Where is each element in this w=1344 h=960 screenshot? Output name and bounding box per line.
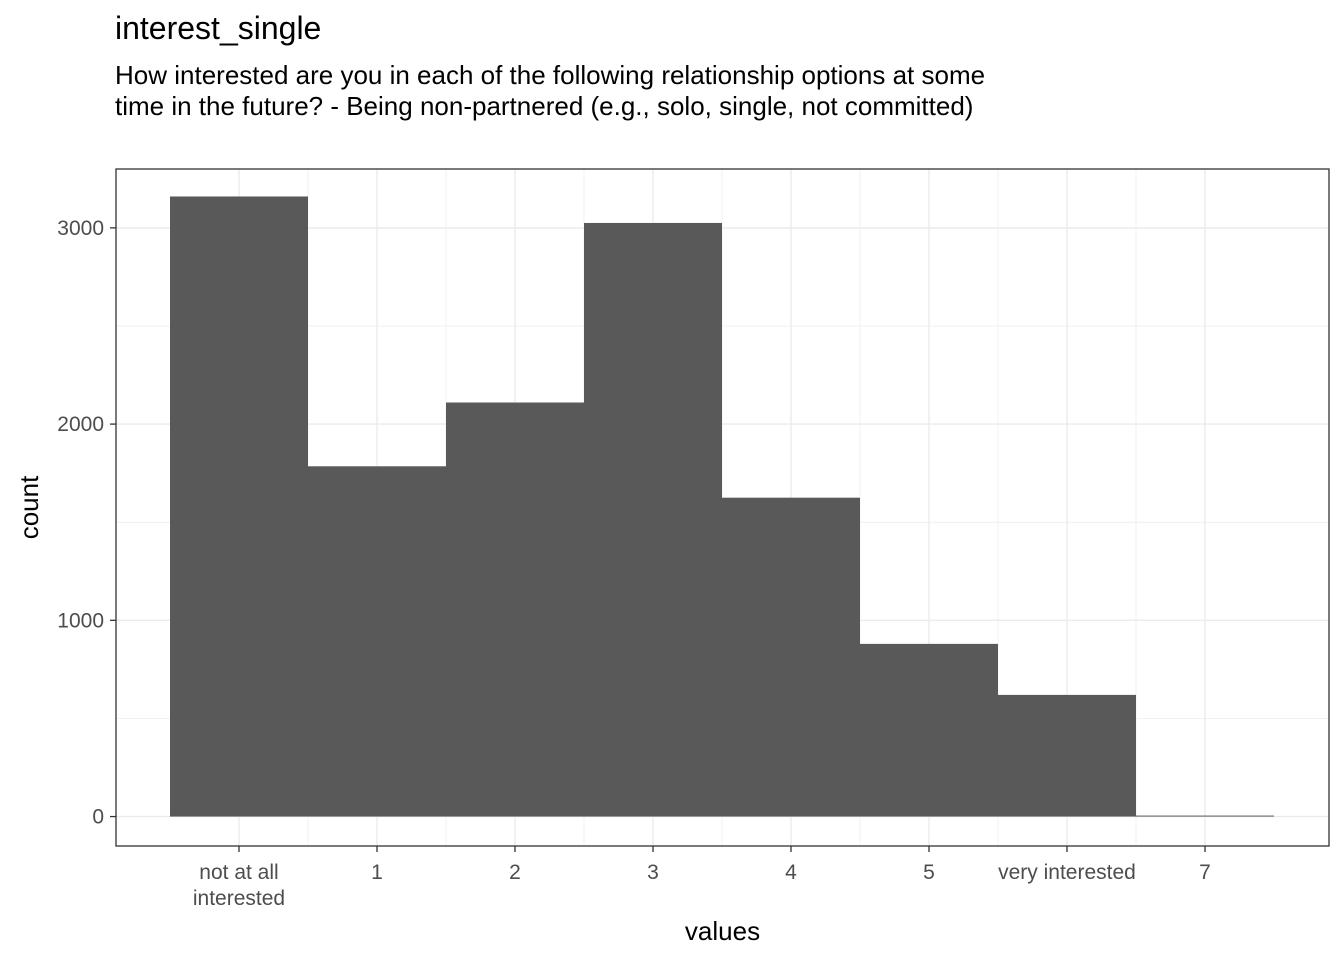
- x-tick-label: 4: [785, 861, 797, 884]
- bar-7: [1136, 815, 1274, 817]
- y-axis-title: count: [14, 475, 44, 539]
- bar-6: [998, 694, 1136, 817]
- y-tick-label: 2000: [57, 413, 104, 436]
- bar-4: [722, 497, 860, 817]
- bar-3: [584, 222, 722, 817]
- panel-border: [115, 168, 1330, 847]
- bar-0: [170, 196, 308, 817]
- x-tick-label: 5: [923, 861, 935, 884]
- x-tick-label: 3: [647, 861, 659, 884]
- bar-1: [308, 466, 446, 817]
- x-axis: not at all interested 1 2 3 4 5 very interested…: [193, 846, 1211, 910]
- bar-2: [446, 402, 584, 817]
- x-tick-label: 2: [509, 861, 521, 884]
- x-tick-label: 7: [1199, 861, 1211, 884]
- bar-5: [860, 643, 998, 817]
- x-axis-title: values: [685, 916, 760, 946]
- y-tick-label: 0: [92, 806, 104, 829]
- chart-title: interest_single: [115, 10, 322, 46]
- y-tick-label: 1000: [57, 609, 104, 632]
- x-tick-label: very interested: [998, 861, 1136, 884]
- x-tick-label: 1: [371, 861, 383, 884]
- chart-subtitle: How interested are you in each of the fo…: [115, 60, 986, 121]
- x-tick-label: not at all interested: [193, 861, 285, 910]
- bars: [170, 196, 1274, 817]
- y-tick-label: 3000: [57, 217, 104, 240]
- y-axis: 0 1000 2000 3000: [57, 217, 116, 829]
